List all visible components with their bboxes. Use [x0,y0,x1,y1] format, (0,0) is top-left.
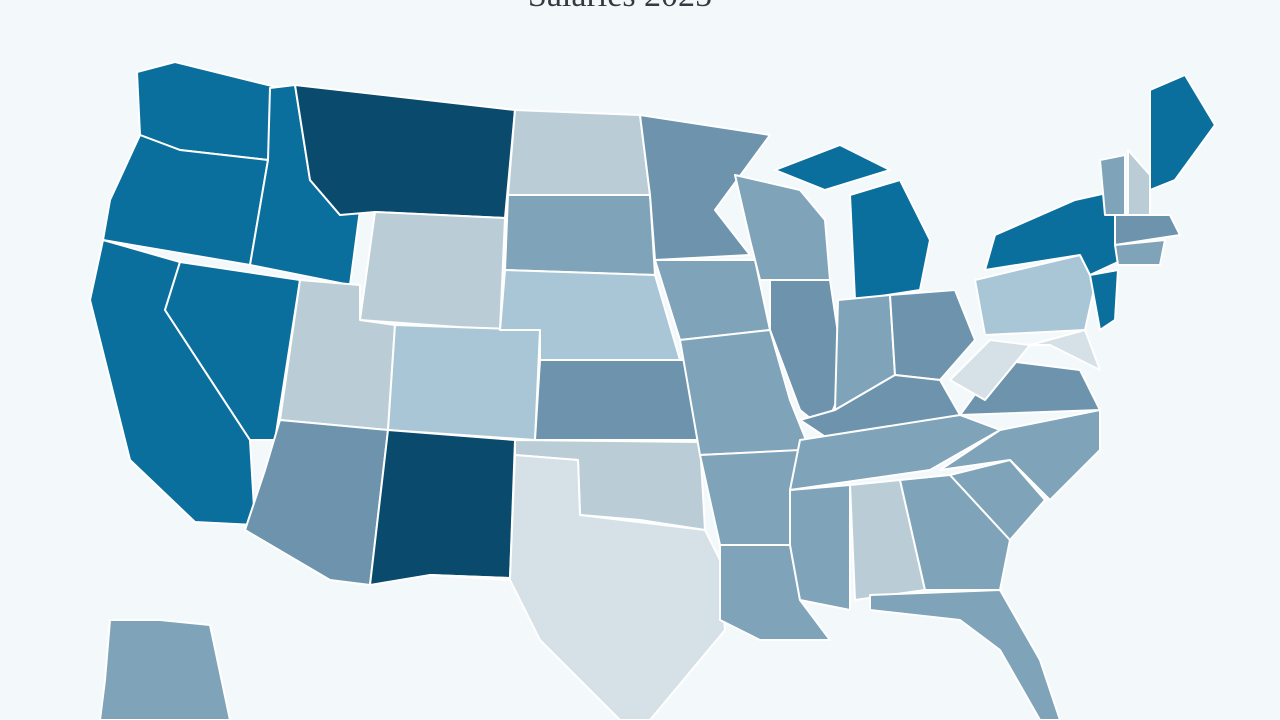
new-mexico [369,429,516,586]
georgia [899,474,1011,591]
tennessee [789,414,1001,491]
states [89,61,1216,720]
maine [1149,74,1216,191]
pennsylvania [974,254,1096,336]
vermont [1099,154,1126,216]
new-york [984,189,1121,276]
missouri [679,329,811,456]
south-carolina [949,459,1046,541]
wyoming [359,211,506,331]
florida [869,589,1061,720]
michigan [849,179,931,301]
north-dakota [507,109,651,196]
nevada [164,261,301,441]
north-carolina [939,409,1101,501]
map-title: Salaries 2025 [528,0,712,14]
mississippi [789,484,851,611]
michigan-upper [774,144,891,191]
maryland [1029,329,1101,371]
texas [429,454,726,720]
alaska [99,619,231,720]
new-jersey [1089,269,1119,331]
colorado [387,324,541,441]
kansas [534,359,701,441]
connecticut [1114,239,1166,266]
south-dakota [504,194,656,276]
massachusetts [1114,214,1181,246]
minnesota [639,114,771,261]
ohio [889,289,976,381]
